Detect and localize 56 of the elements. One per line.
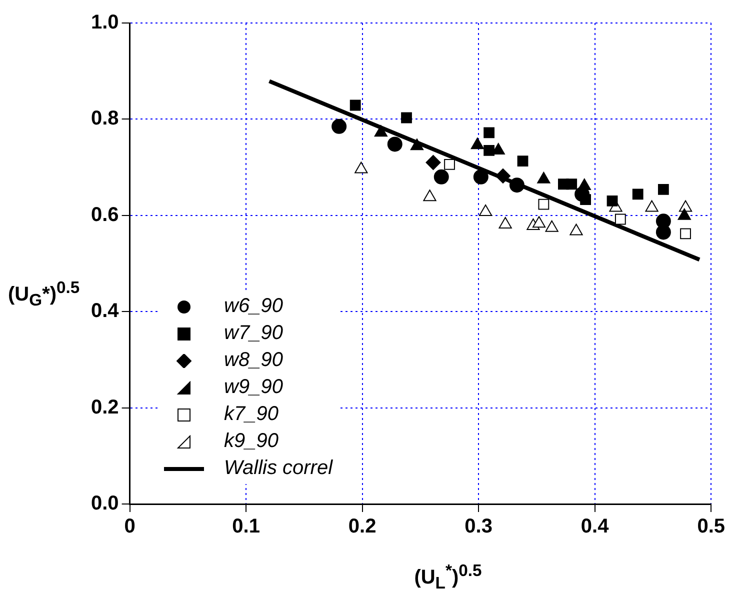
- point: [614, 214, 626, 225]
- point: [645, 200, 658, 212]
- point: [532, 216, 546, 228]
- point: [374, 125, 388, 137]
- legend-label: w8_90: [224, 349, 283, 372]
- legend-label: Wallis correl: [224, 457, 333, 480]
- y-axis-title: (U$_{G}$*)$^{0.5}$: [8, 278, 80, 311]
- point: [658, 184, 669, 195]
- point: [509, 178, 524, 193]
- y-tick-label: 0.2: [90, 396, 119, 418]
- y-tick-label: 0.8: [90, 108, 119, 130]
- point: [537, 172, 550, 184]
- point: [517, 156, 528, 166]
- point: [484, 145, 494, 156]
- point: [498, 217, 512, 229]
- legend-label: k9_90: [224, 430, 278, 453]
- point: [606, 196, 618, 206]
- point: [354, 162, 368, 174]
- point: [410, 138, 424, 150]
- point: [495, 168, 510, 184]
- point: [545, 220, 558, 232]
- point: [350, 100, 361, 111]
- x-tick-label: 0.1: [232, 516, 260, 538]
- point: [401, 112, 412, 124]
- point: [570, 224, 583, 236]
- point: [423, 190, 436, 202]
- x-tick-label: 0.3: [464, 516, 492, 538]
- x-tick-label: 0.4: [580, 516, 610, 538]
- x-axis-title: (U$_{L}$$^{*}$)$^{0.5}$: [413, 561, 483, 594]
- x-tick-label: 0.5: [697, 516, 726, 538]
- point: [632, 188, 644, 200]
- y-tick-label: 0.6: [90, 204, 119, 226]
- point: [680, 228, 691, 240]
- x-tick-label: 0: [124, 516, 136, 538]
- point: [470, 138, 484, 150]
- point: [538, 198, 550, 210]
- legend-label: k7_90: [224, 403, 278, 426]
- y-tick-label: 0.0: [90, 492, 119, 515]
- legend-label: w9_90: [224, 376, 283, 399]
- point: [478, 204, 492, 216]
- point: [387, 136, 402, 152]
- point: [678, 208, 691, 220]
- point: [566, 178, 578, 190]
- y-tick-label: 1.0: [90, 12, 119, 34]
- point: [484, 127, 494, 138]
- y-tick-label: 0.4: [90, 300, 120, 322]
- legend-label: w6_90: [224, 295, 283, 318]
- point: [426, 154, 441, 170]
- point: [444, 158, 455, 170]
- x-tick-label: 0.2: [348, 516, 376, 538]
- point: [434, 169, 449, 184]
- point: [332, 118, 347, 134]
- point: [656, 224, 671, 240]
- legend-label: w7_90: [224, 322, 283, 345]
- point: [473, 169, 488, 184]
- point: [574, 186, 590, 202]
